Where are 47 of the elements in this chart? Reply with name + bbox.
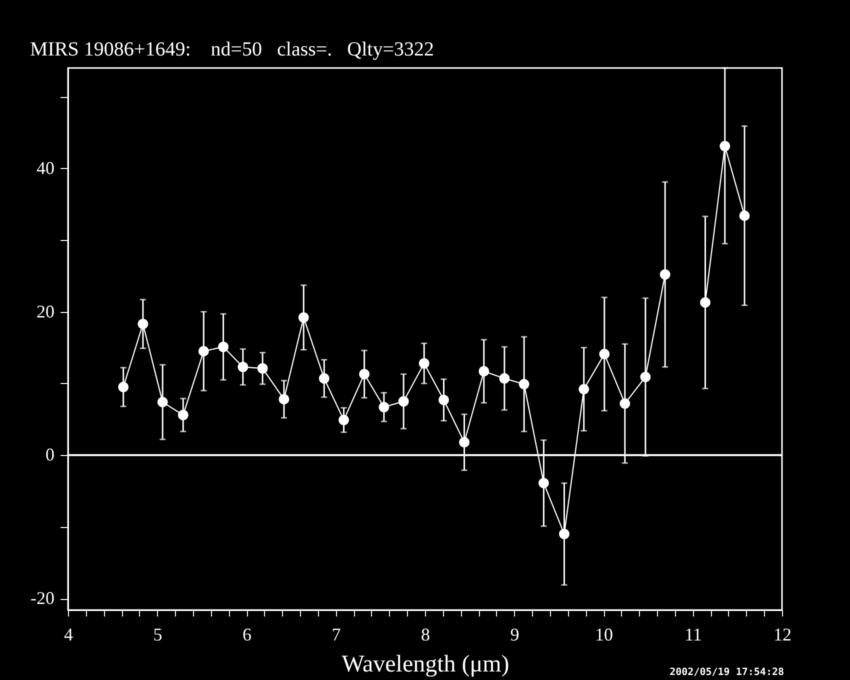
point — [620, 398, 630, 409]
point — [578, 384, 590, 394]
x-tick-label: 11 — [684, 624, 702, 644]
point — [499, 373, 510, 384]
point — [318, 373, 330, 384]
point — [418, 358, 430, 369]
point — [298, 312, 309, 323]
point — [398, 396, 409, 407]
point — [478, 366, 490, 376]
point — [198, 346, 209, 356]
point — [459, 437, 470, 448]
x-axis-title: Wavelength (μm) — [342, 652, 510, 678]
point — [599, 348, 610, 360]
x-tick-label: 5 — [153, 624, 162, 644]
point — [640, 372, 651, 382]
y-tick-label: 0 — [46, 444, 54, 465]
point — [338, 414, 350, 426]
x-tick-label: 9 — [510, 624, 520, 644]
chart-title: MIRS 19086+1649: nd=50 class=. Qlty=3322 — [30, 38, 434, 60]
point — [238, 362, 248, 372]
point — [518, 378, 530, 390]
text: 2002/05/19 17:54:28 — [670, 667, 784, 678]
point — [660, 269, 670, 280]
x-tick-label: 8 — [421, 624, 430, 644]
point — [218, 342, 229, 352]
x-tick-label: 10 — [595, 624, 613, 644]
point — [359, 368, 370, 380]
y-tick-label: 20 — [36, 301, 54, 322]
point — [157, 396, 168, 408]
point — [378, 402, 390, 412]
x-tick-label: 4 — [64, 624, 73, 644]
point — [700, 297, 710, 308]
point — [138, 318, 148, 330]
point — [538, 478, 549, 488]
point — [178, 410, 188, 420]
point — [278, 394, 290, 404]
x-tick-label: 6 — [242, 624, 252, 644]
x-tick-label: 12 — [774, 624, 792, 644]
point — [739, 210, 750, 221]
y-tick-label: 40 — [36, 158, 54, 178]
point — [438, 394, 449, 406]
y-tick-label: -20 — [30, 588, 54, 608]
x-tick-label: 7 — [332, 624, 341, 644]
point — [118, 382, 129, 392]
point — [720, 140, 730, 152]
point — [558, 528, 570, 540]
point — [257, 363, 268, 374]
